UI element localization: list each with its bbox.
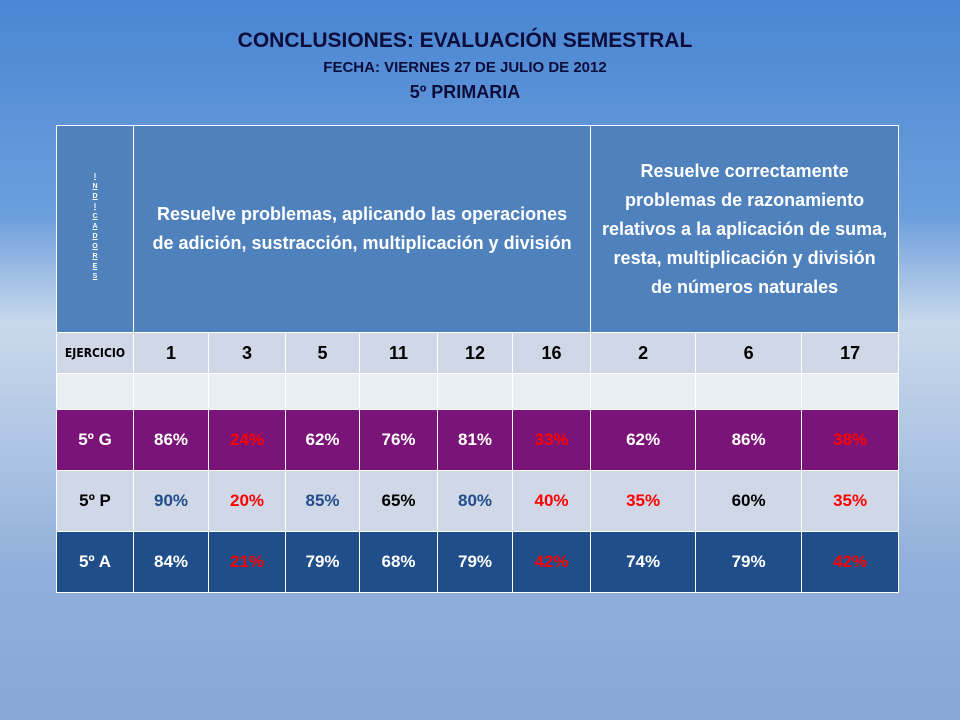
- score-cell: 65%: [359, 470, 438, 532]
- score-cell: 38%: [801, 409, 900, 471]
- page-grade: 5º PRIMARIA: [409, 82, 521, 102]
- exercise-number: 3: [208, 332, 286, 374]
- group-label: 5º A: [56, 531, 134, 593]
- score-cell: 40%: [511, 470, 592, 532]
- page-date: FECHA: VIERNES 27 DE JULIO DE 2012: [323, 59, 607, 76]
- title-block: CONCLUSIONES: EVALUACIÓN SEMESTRAL FECHA…: [0, 28, 930, 104]
- blank-cell: [133, 373, 209, 410]
- exercise-number: 2: [590, 332, 697, 374]
- score-cell: 42%: [801, 531, 900, 593]
- score-cell: 90%: [133, 470, 209, 532]
- table-row-5a: 5º A 84% 21% 79% 68% 79% 42% 74% 79% 42%: [56, 531, 900, 593]
- group-label: 5º G: [56, 409, 134, 471]
- score-cell: 79%: [437, 531, 513, 593]
- score-cell: 60%: [695, 470, 803, 532]
- table-row-5g: 5º G 86% 24% 62% 76% 81% 33% 62% 86% 38%: [56, 409, 900, 471]
- score-cell: 35%: [801, 470, 900, 532]
- score-cell: 62%: [590, 409, 697, 471]
- score-cell: 79%: [285, 531, 360, 593]
- exercise-number: 6: [695, 332, 803, 374]
- blank-cell: [56, 373, 134, 410]
- exercise-label: EJERCICIO: [56, 332, 134, 374]
- score-cell: 85%: [285, 470, 360, 532]
- blank-cell: [359, 373, 438, 410]
- blank-row: [56, 373, 900, 410]
- group-label: 5º P: [56, 470, 134, 532]
- score-cell: 33%: [511, 409, 592, 471]
- exercise-number: 1: [133, 332, 209, 374]
- blank-cell: [285, 373, 360, 410]
- page-title: CONCLUSIONES: EVALUACIÓN SEMESTRAL: [237, 29, 693, 52]
- score-cell: 74%: [590, 531, 697, 593]
- exercise-number: 5: [285, 332, 360, 374]
- exercise-row: EJERCICIO 1 3 5 11 12 16 2 6 17: [56, 332, 900, 374]
- blank-cell: [801, 373, 900, 410]
- score-cell: 86%: [695, 409, 803, 471]
- score-cell: 79%: [695, 531, 803, 593]
- score-cell: 62%: [285, 409, 360, 471]
- blank-cell: [695, 373, 803, 410]
- score-cell: 21%: [208, 531, 286, 593]
- blank-cell: [208, 373, 286, 410]
- exercise-number: 12: [437, 332, 513, 374]
- score-cell: 24%: [208, 409, 286, 471]
- exercise-number: 17: [801, 332, 900, 374]
- indicator-2: Resuelve correctamente problemas de razo…: [590, 125, 900, 333]
- blank-cell: [511, 373, 592, 410]
- blank-cell: [590, 373, 697, 410]
- score-cell: 84%: [133, 531, 209, 593]
- indicator-1: Resuelve problemas, aplicando las operac…: [132, 125, 592, 333]
- score-cell: 86%: [133, 409, 209, 471]
- score-cell: 68%: [359, 531, 438, 593]
- score-cell: 35%: [590, 470, 697, 532]
- exercise-number: 11: [359, 332, 438, 374]
- score-cell: 81%: [437, 409, 513, 471]
- blank-cell: [437, 373, 513, 410]
- score-cell: 20%: [208, 470, 286, 532]
- score-cell: 80%: [437, 470, 513, 532]
- table-row-5p: 5º P 90% 20% 85% 65% 80% 40% 35% 60% 35%: [56, 470, 900, 532]
- exercise-number: 16: [511, 332, 592, 374]
- score-cell: 76%: [359, 409, 438, 471]
- score-cell: 42%: [511, 531, 592, 593]
